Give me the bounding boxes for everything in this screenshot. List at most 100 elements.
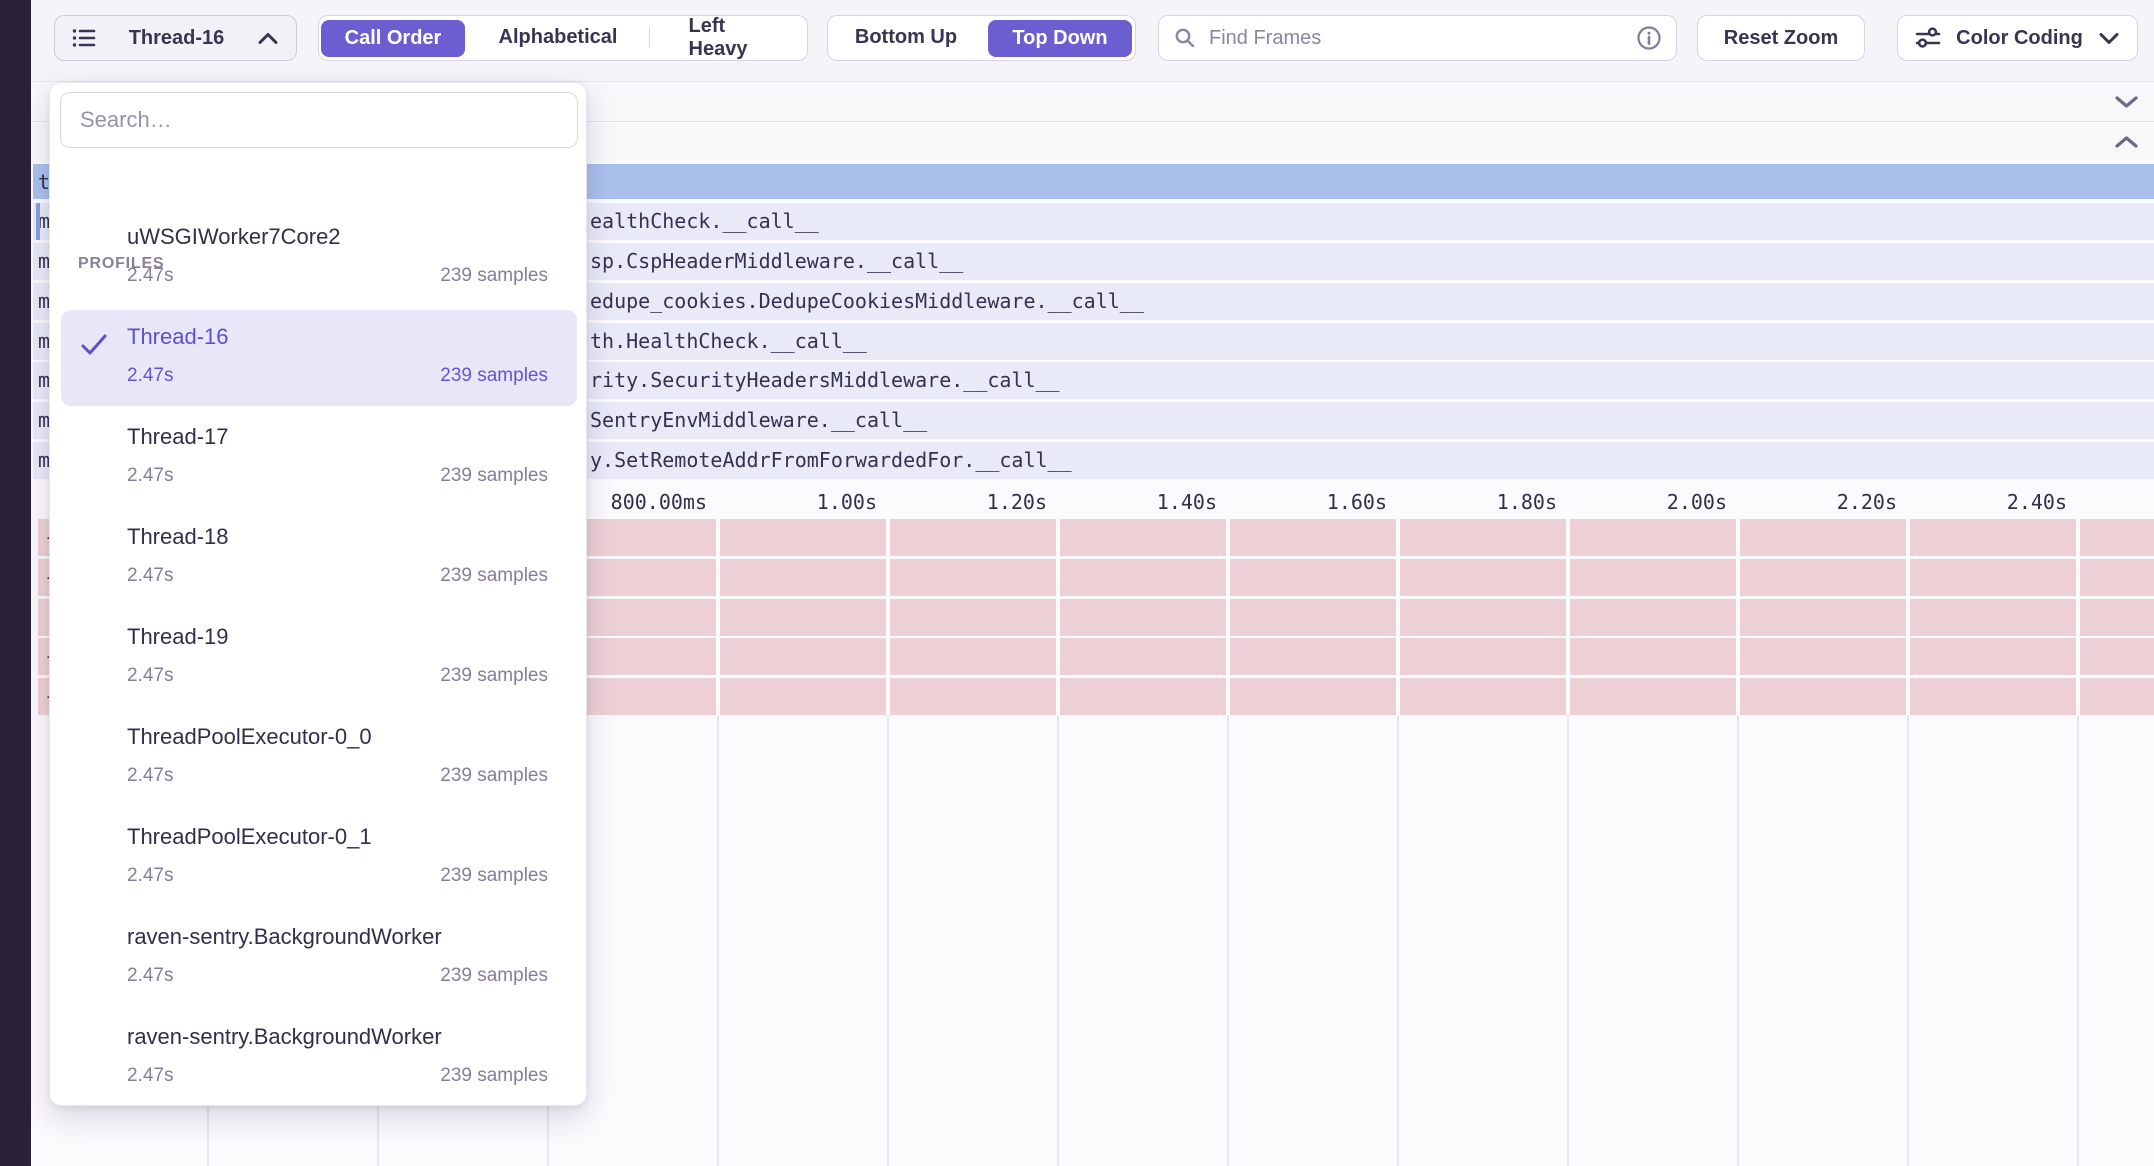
grid-line [1227,715,1229,1166]
check-icon [81,334,107,355]
frame-text: m [38,209,51,233]
frame-text: m [38,408,51,432]
frame-text: m [38,289,51,313]
segment-divider [649,27,650,48]
sort-tab-call-order[interactable]: Call Order [321,19,465,57]
section-collapse-button[interactable] [2111,92,2142,112]
profile-item-duration: 2.47s [127,465,174,486]
profile-item-duration: 2.47s [127,265,174,286]
grid-line [2077,715,2079,1166]
profile-item-meta: 2.47s 239 samples [127,963,548,989]
profile-item[interactable]: uWSGIWorker7Core2 2.47s 239 samples [61,210,577,306]
profile-item-name: raven-sentry.BackgroundWorker [127,1024,442,1049]
list-icon [72,29,96,47]
profile-item-duration: 2.47s [127,765,174,786]
profile-item-name: ThreadPoolExecutor-0_0 [127,724,372,749]
profile-item-samples: 239 samples [440,465,548,486]
time-axis-tick: 1.80s [1496,490,1557,514]
grid-line [1907,715,1909,1166]
frame-text: ealthCheck.__call__ [590,209,819,233]
profile-item-name: uWSGIWorker7Core2 [127,224,341,249]
profile-item[interactable]: raven-sentry.BackgroundWorker 2.47s 239 sa… [61,1010,577,1106]
chevron-up-icon [258,32,278,44]
profile-item-samples: 239 samples [440,265,548,286]
profile-item[interactable]: Thread-19 2.47s 239 samples [61,610,577,706]
info-icon[interactable] [1636,25,1662,51]
grid-line [887,715,889,1166]
frame-text: th.HealthCheck.__call__ [590,329,867,353]
profiles-section-label: PROFILES [78,255,165,272]
grid-line [1397,715,1399,1166]
profile-item-samples: 239 samples [440,1065,548,1086]
profile-search-input[interactable] [60,92,578,148]
grid-line [1056,519,1060,715]
time-axis-tick: 2.40s [2006,490,2067,514]
frame-text: m [38,329,51,353]
profile-item-samples: 239 samples [440,365,548,386]
profile-item-samples: 239 samples [440,565,548,586]
profile-item-name: raven-sentry.BackgroundWorker [127,924,442,949]
direction-segmented-control: Bottom Up Top Down [827,15,1136,61]
direction-tab-bottom-up[interactable]: Bottom Up [854,26,958,48]
grid-line [1396,519,1400,715]
profile-item-name: Thread-18 [127,524,229,549]
profile-item-meta: 2.47s 239 samples [127,663,548,689]
frame-text: m [38,368,51,392]
thread-selector-button[interactable]: Thread-16 [54,15,297,61]
grid-line [1567,715,1569,1166]
section-expand-button[interactable] [2111,132,2142,152]
profile-item[interactable]: ThreadPoolExecutor-0_0 2.47s 239 samples [61,710,577,806]
chevron-up-icon [2115,136,2138,148]
time-axis-tick: 1.20s [986,490,1047,514]
profile-item-meta: 2.47s 239 samples [127,1063,548,1089]
sort-tab-alphabetical[interactable]: Alphabetical [498,26,618,48]
time-axis-tick: 800.00ms [610,490,707,514]
profile-item-duration: 2.47s [127,665,174,686]
reset-zoom-button[interactable]: Reset Zoom [1697,15,1865,61]
frame-start-marker [36,203,40,240]
profile-item-meta: 2.47s 239 samples [127,763,548,789]
time-axis-tick: 1.60s [1326,490,1387,514]
frame-text: t [38,170,51,194]
profile-item[interactable]: ThreadPoolExecutor-0_1 2.47s 239 samples [61,810,577,906]
search-icon [1175,28,1195,48]
grid-line [1566,519,1570,715]
color-coding-button[interactable]: Color Coding [1897,15,2138,61]
grid-line [886,519,890,715]
app-sidebar-edge [0,0,31,1166]
grid-line [2076,519,2080,715]
profile-item-samples: 239 samples [440,665,548,686]
time-axis-tick: 2.00s [1666,490,1727,514]
profile-item-duration: 2.47s [127,1065,174,1086]
profile-item-name: ThreadPoolExecutor-0_1 [127,824,372,849]
grid-line [1906,519,1910,715]
profile-item[interactable]: Thread-17 2.47s 239 samples [61,410,577,506]
profile-item[interactable]: Thread-16 2.47s 239 samples [61,310,577,406]
profile-item-samples: 239 samples [440,865,548,886]
sort-tab-left-heavy[interactable]: Left Heavy [688,14,748,60]
time-axis-tick: 2.20s [1836,490,1897,514]
profile-item-name: Thread-16 [127,324,229,349]
chevron-down-icon [2099,32,2119,44]
frame-text: edupe_cookies.DedupeCookiesMiddleware.__… [590,289,1144,313]
profile-item-name: Thread-19 [127,624,229,649]
direction-tab-top-down[interactable]: Top Down [988,19,1132,57]
profile-item[interactable]: raven-sentry.BackgroundWorker 2.47s 239 sa… [61,910,577,1006]
time-axis-tick: 1.00s [816,490,877,514]
profile-item-meta: 2.47s 239 samples [127,863,548,889]
frame-text: SentryEnvMiddleware.__call__ [590,408,928,432]
chevron-down-icon [2115,96,2138,108]
grid-line [1737,715,1739,1166]
profile-item-name: Thread-17 [127,424,229,449]
grid-line [716,519,720,715]
find-frames-input[interactable] [1207,25,1626,51]
frame-text: m [38,249,51,273]
profile-item-meta: 2.47s 239 samples [127,563,548,589]
profile-item-duration: 2.47s [127,365,174,386]
profile-item[interactable]: Thread-18 2.47s 239 samples [61,510,577,606]
profile-item-meta: 2.47s 239 samples [127,463,548,489]
thread-selector-label: Thread-16 [128,26,225,49]
profile-item-duration: 2.47s [127,565,174,586]
time-axis-tick: 1.40s [1156,490,1217,514]
frame-text: rity.SecurityHeadersMiddleware.__call__ [590,368,1060,392]
